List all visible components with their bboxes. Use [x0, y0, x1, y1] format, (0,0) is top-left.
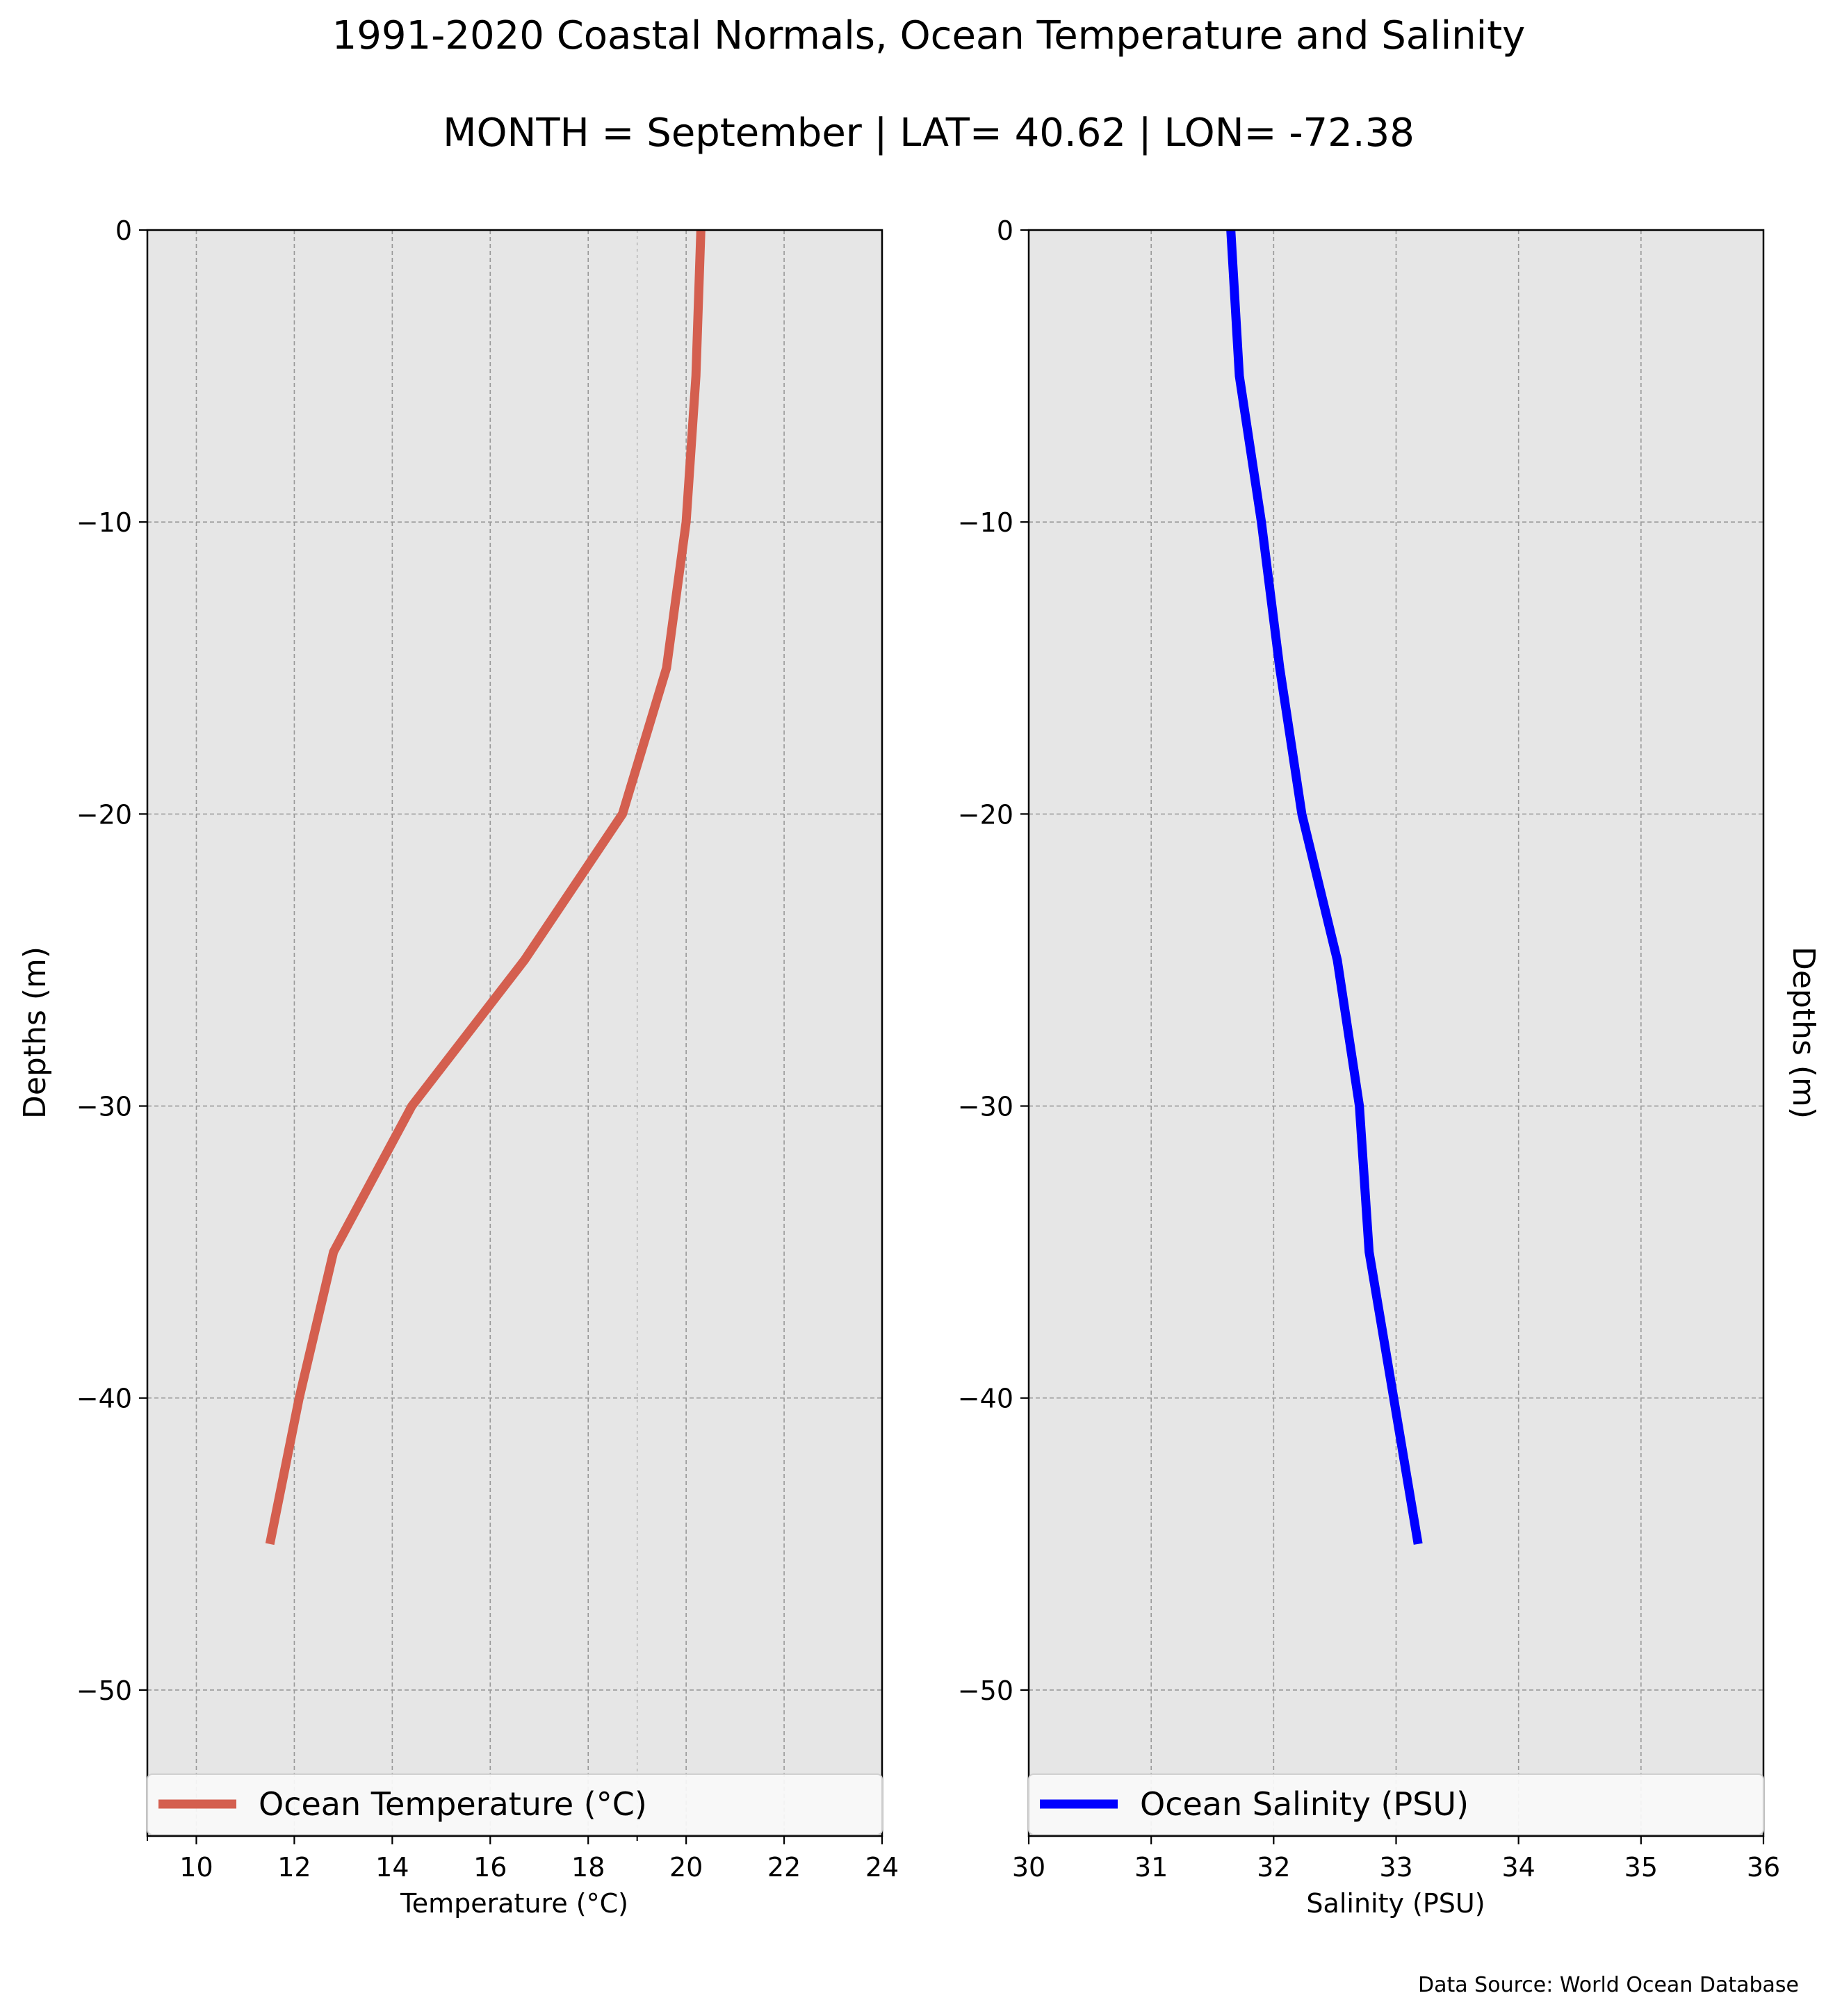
salinity-x-tick-label: 32: [1257, 1852, 1290, 1883]
salinity-y-tick-label: −40: [958, 1384, 1013, 1414]
salinity-y-tick-label: 0: [997, 215, 1013, 246]
temperature-x-axis-label: Temperature (°C): [400, 1888, 628, 1919]
temperature-x-tick-label: 20: [669, 1852, 703, 1883]
temperature-x-tick-label: 16: [473, 1852, 507, 1883]
salinity-legend-label: Ocean Salinity (PSU): [1140, 1785, 1469, 1823]
temperature-x-tick-label: 24: [865, 1852, 899, 1883]
temperature-x-tick-label: 22: [767, 1852, 801, 1883]
figure-subtitle: MONTH = September | LAT= 40.62 | LON= -7…: [443, 110, 1415, 156]
temperature-x-tick-label: 18: [571, 1852, 605, 1883]
temperature-series: [265, 229, 706, 1546]
temperature-plot-frame: [146, 229, 883, 1837]
temperature-y-tick-label: −20: [76, 799, 132, 830]
salinity-y-tick-label: −30: [958, 1092, 1013, 1122]
temperature-panel: 10 12 14 16 18 20 22 24 0 −10 −20 −30 −40 −50 Ocean T…: [17, 215, 899, 1919]
salinity-x-tick-label: 35: [1624, 1852, 1658, 1883]
salinity-y-tick-label: −10: [958, 507, 1013, 538]
temperature-y-tick-label: 0: [115, 215, 132, 246]
salinity-series-line: [1226, 229, 1423, 1545]
salinity-y-tick-label: −20: [958, 799, 1013, 830]
temperature-y-tick-label: −50: [76, 1675, 132, 1706]
salinity-x-tick-label: 33: [1379, 1852, 1412, 1883]
salinity-series: [1226, 229, 1423, 1545]
temperature-y-tick-label: −30: [76, 1092, 132, 1122]
temperature-plot-area: [147, 230, 882, 1836]
temperature-ticks: 10 12 14 16 18 20 22 24 0 −10 −20 −30 −40 −50: [76, 215, 899, 1883]
salinity-legend: Ocean Salinity (PSU): [1028, 1773, 1764, 1835]
temperature-legend-label: Ocean Temperature (°C): [259, 1785, 647, 1823]
salinity-y-tick-label: −50: [958, 1675, 1013, 1706]
temperature-y-tick-label: −40: [76, 1384, 132, 1414]
data-source-note: Data Source: World Ocean Database: [1418, 1973, 1799, 1997]
temperature-series-line: [265, 229, 706, 1546]
salinity-panel: 30 31 32 33 34 35 36 0 −10 −20 −30 −40 −50 Ocean Sal…: [958, 215, 1821, 1919]
salinity-y-axis-label: Depths (m): [1786, 946, 1821, 1119]
salinity-x-tick-label: 36: [1747, 1852, 1780, 1883]
temperature-y-axis-label: Depths (m): [17, 946, 53, 1119]
salinity-x-tick-label: 34: [1501, 1852, 1535, 1883]
temperature-x-tick-label: 10: [179, 1852, 213, 1883]
figure-title: 1991-2020 Coastal Normals, Ocean Tempera…: [332, 13, 1526, 58]
temperature-x-tick-label: 14: [375, 1852, 409, 1883]
salinity-x-tick-label: 31: [1134, 1852, 1168, 1883]
temperature-legend: Ocean Temperature (°C): [147, 1773, 883, 1835]
temperature-legend-box: [147, 1773, 883, 1835]
salinity-x-tick-label: 30: [1012, 1852, 1045, 1883]
temperature-y-tick-label: −10: [76, 507, 132, 538]
temperature-x-tick-label: 12: [277, 1852, 311, 1883]
salinity-legend-box: [1028, 1773, 1764, 1835]
salinity-x-axis-label: Salinity (PSU): [1306, 1888, 1485, 1919]
salinity-ticks: 30 31 32 33 34 35 36 0 −10 −20 −30 −40 −50: [958, 215, 1780, 1883]
